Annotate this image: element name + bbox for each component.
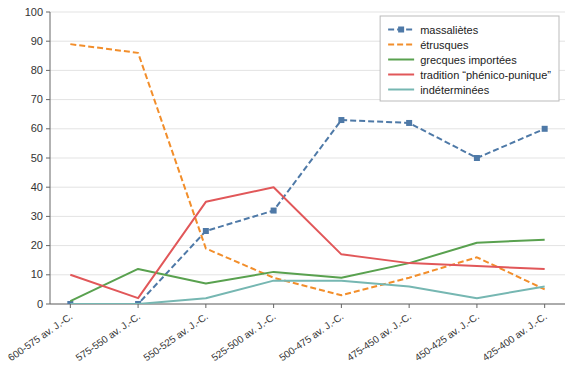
series-line (70, 281, 544, 304)
marker (203, 228, 209, 234)
legend-swatch (388, 44, 414, 46)
y-tick (46, 187, 50, 188)
y-tick (46, 12, 50, 13)
y-tick-label: 40 (31, 181, 43, 193)
plot-area (67, 44, 547, 304)
grid-line (50, 12, 565, 13)
legend-label: massaliètes (420, 24, 479, 36)
y-tick (46, 216, 50, 217)
y-tick (46, 70, 50, 71)
legend-label: grecques importées (420, 54, 517, 66)
x-tick (205, 304, 206, 308)
grid-line (50, 187, 565, 188)
x-tick (409, 304, 410, 308)
x-tick (70, 304, 71, 308)
x-tick-label: 475-450 av. J.-C. (345, 311, 414, 364)
grid-line (50, 158, 565, 159)
legend-swatch (388, 74, 414, 76)
y-tick (46, 99, 50, 100)
x-tick-label: 600-575 av. J.-C. (6, 311, 75, 364)
marker (542, 126, 548, 132)
legend-label: tradition “phénico-punique” (420, 69, 551, 81)
legend-label: étrusques (420, 39, 469, 51)
grid-line (50, 216, 565, 217)
legend-swatch (388, 59, 414, 61)
grid (50, 12, 565, 304)
legend-frame (380, 16, 559, 101)
y-tick-label: 20 (31, 239, 43, 251)
grid-line (50, 245, 565, 246)
y-tick-label: 80 (31, 64, 43, 76)
legend: massaliètes étrusques grecques importées tr… (380, 16, 559, 101)
marker (406, 120, 412, 126)
legend-swatch (388, 89, 414, 91)
y-tick-label: 50 (31, 152, 43, 164)
y-tick-label: 10 (31, 268, 43, 280)
marker (474, 155, 480, 161)
y-tick-label: 30 (31, 210, 43, 222)
x-tick (273, 304, 274, 308)
y-tick-label: 60 (31, 122, 43, 134)
x-tick-label: 425-400 av. J.-C. (480, 311, 549, 364)
y-tick-label: 0 (37, 298, 43, 310)
x-tick (138, 304, 139, 308)
legend-label: indéterminées (420, 84, 490, 96)
x-tick-label: 525-500 av. J.-C. (209, 311, 278, 364)
y-tick (46, 41, 50, 42)
x-tick-label: 550-525 av. J.-C. (141, 311, 210, 364)
y-tick (46, 274, 50, 275)
x-tick (476, 304, 477, 308)
grid-line (50, 128, 565, 129)
x-tick-label: 450-425 av. J.-C. (413, 311, 482, 364)
y-tick-label: 100 (25, 6, 43, 18)
y-tick (46, 304, 50, 305)
y-tick-label: 70 (31, 93, 43, 105)
x-tick-label: 575-550 av. J.-C. (74, 311, 143, 364)
marker (271, 208, 277, 214)
legend-marker (398, 27, 404, 33)
y-axis (50, 12, 51, 304)
y-tick (46, 128, 50, 129)
marker (338, 117, 344, 123)
x-tick (544, 304, 545, 308)
y-tick (46, 158, 50, 159)
y-tick-label: 90 (31, 35, 43, 47)
x-tick (341, 304, 342, 308)
x-tick-label: 500-475 av. J.-C. (277, 311, 346, 364)
chart: 0102030405060708090100600-575 av. J.-C.5… (0, 0, 579, 370)
y-tick (46, 245, 50, 246)
series-line (70, 120, 544, 304)
